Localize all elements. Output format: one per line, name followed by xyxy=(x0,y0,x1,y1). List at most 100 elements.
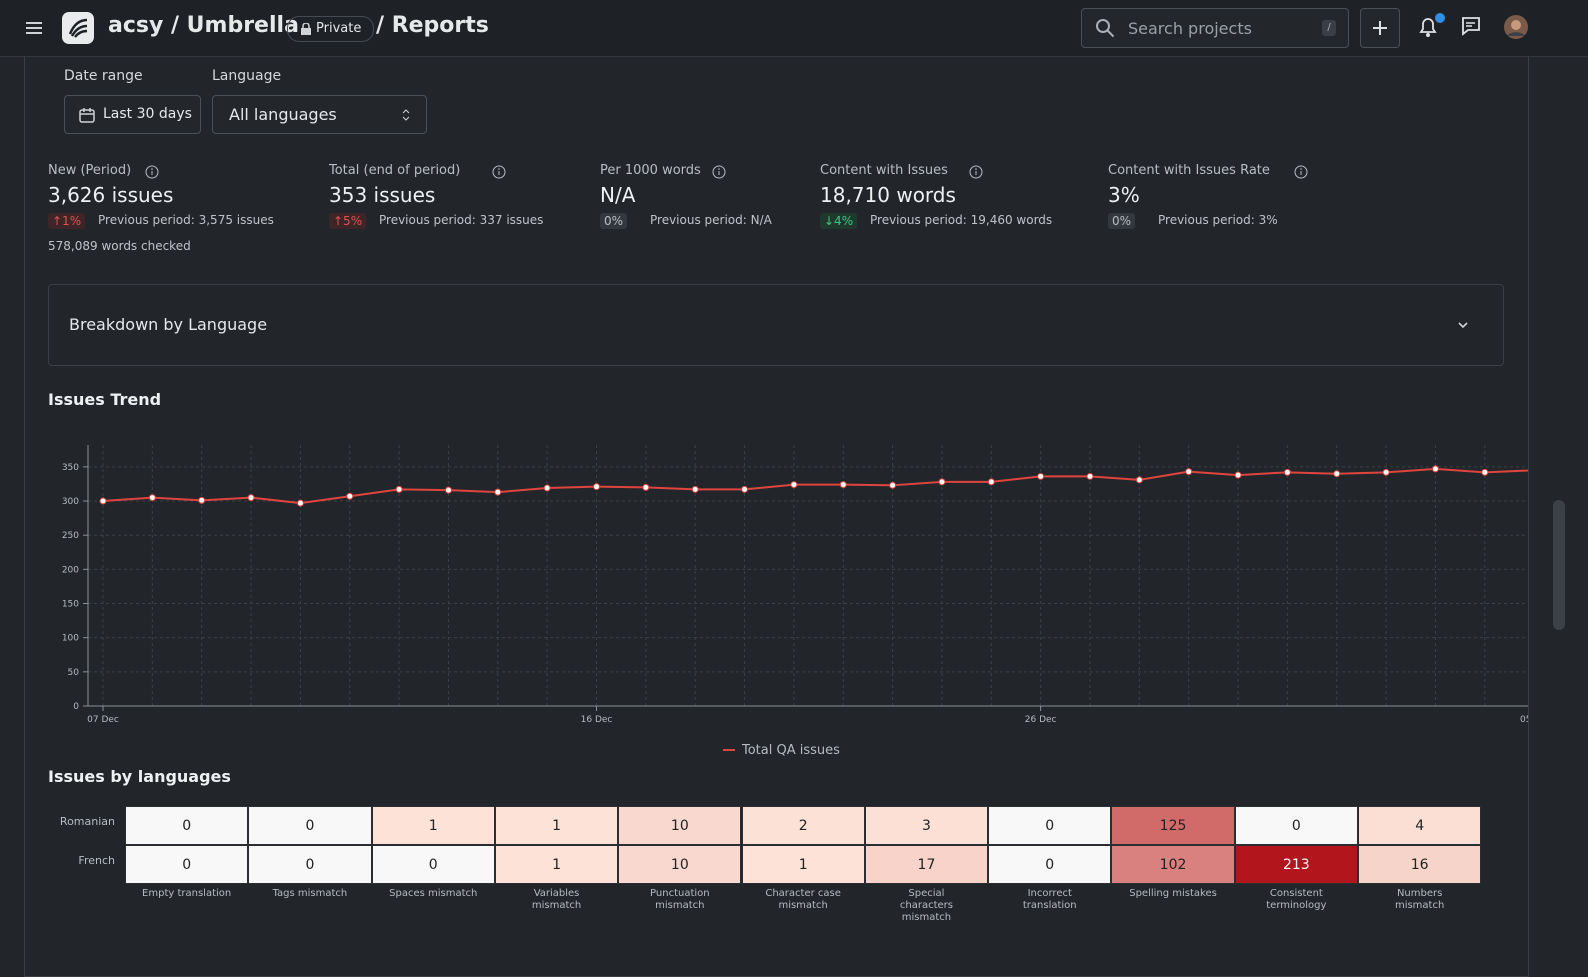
page-title: / Reports xyxy=(376,13,489,38)
search-shortcut: / xyxy=(1322,20,1336,36)
menu-icon[interactable] xyxy=(24,18,44,38)
cell-value: 10 xyxy=(670,856,689,873)
point xyxy=(494,488,502,496)
heatmap-cell: 0 xyxy=(371,845,495,884)
info-icon[interactable] xyxy=(1294,165,1308,179)
breakdown-panel[interactable]: Breakdown by Language xyxy=(48,284,1504,366)
point xyxy=(346,492,354,500)
visibility: Private xyxy=(316,21,362,36)
y-tick-label: 50 xyxy=(68,668,80,678)
info-icon[interactable] xyxy=(712,165,726,179)
column-label: Variables mismatch xyxy=(531,888,582,911)
heatmap-cell: 1 xyxy=(494,806,619,845)
project-path[interactable]: acsy / Umbrella xyxy=(108,13,299,38)
metric-label: Content with Issues Rate xyxy=(1108,163,1270,178)
language-value: All languages xyxy=(229,105,337,124)
search-placeholder: Search projects xyxy=(1128,19,1252,38)
add-button[interactable] xyxy=(1360,8,1400,48)
y-tick-label: 0 xyxy=(73,702,79,712)
metric-label: Content with Issues xyxy=(820,163,948,178)
cell-value: 3 xyxy=(921,817,931,834)
point xyxy=(1037,472,1045,480)
metric-change: 0% xyxy=(1108,213,1136,229)
point xyxy=(938,478,946,486)
metric-previous: Previous period: 3,575 issues xyxy=(98,213,274,227)
breakdown-title: Breakdown by Language xyxy=(69,315,268,334)
metric-previous: Previous period: 19,460 words xyxy=(870,213,1053,227)
cell-value: 1 xyxy=(552,817,561,834)
point xyxy=(148,494,156,502)
info-icon[interactable] xyxy=(145,165,159,179)
heatmap-cell: 0 xyxy=(988,845,1112,884)
chevron xyxy=(1458,322,1468,329)
metric-value: 18,710 words xyxy=(820,183,956,207)
cell-value: 0 xyxy=(1045,817,1055,834)
heatmap-cell: 3 xyxy=(864,806,989,845)
x-tick-label: 16 Dec xyxy=(581,715,613,725)
logo[interactable] xyxy=(62,12,94,44)
y-tick-label: 350 xyxy=(62,463,79,473)
point xyxy=(1234,471,1242,479)
cell-value: 0 xyxy=(305,856,315,873)
heatmap-title: Issues by languages xyxy=(48,767,231,786)
cell-value: 0 xyxy=(428,856,438,873)
point xyxy=(1185,468,1193,476)
search-box[interactable]: Search projects / xyxy=(1081,8,1349,48)
cell-value: 102 xyxy=(1159,856,1187,873)
heatmap-cell: 0 xyxy=(1234,806,1358,845)
column-label: Empty translation xyxy=(142,888,232,899)
cell-value: 1 xyxy=(552,856,561,873)
heatmap-cell: 0 xyxy=(125,845,249,884)
point xyxy=(790,481,798,489)
avatar[interactable] xyxy=(1504,15,1528,39)
date-range-select[interactable]: Last 30 days xyxy=(64,95,201,134)
cell-value: 16 xyxy=(1410,856,1429,873)
point xyxy=(1333,470,1341,478)
column-label: Character case mismatch xyxy=(765,888,841,911)
point xyxy=(1135,476,1143,484)
point xyxy=(296,499,304,507)
cell-value: 1 xyxy=(428,817,438,834)
heatmap-cell: 125 xyxy=(1111,806,1235,845)
y-tick-label: 300 xyxy=(62,497,79,507)
x-tick-label: 26 Dec xyxy=(1025,715,1057,725)
point xyxy=(691,485,699,493)
point xyxy=(987,478,995,486)
search-icon xyxy=(1096,19,1115,38)
info-icon[interactable] xyxy=(969,165,983,179)
heatmap-cell: 16 xyxy=(1358,845,1482,884)
scrollbar[interactable] xyxy=(1553,500,1565,630)
info-icon[interactable] xyxy=(492,165,506,179)
calendar-icon xyxy=(79,108,95,123)
trend-title: Issues Trend xyxy=(48,390,162,409)
heatmap-cell: 1 xyxy=(371,806,495,845)
metric-value: 353 issues xyxy=(329,183,436,207)
plus-icon xyxy=(1373,21,1387,35)
notifications[interactable] xyxy=(1414,12,1448,42)
point xyxy=(99,497,107,505)
metric-note: 578,089 words checked xyxy=(48,239,191,253)
metric-change: ↑5% xyxy=(329,213,367,229)
language-select[interactable]: All languages xyxy=(212,95,427,134)
metric-previous: Previous period: 3% xyxy=(1158,213,1278,227)
visibility-badge: Private xyxy=(287,16,375,42)
metric-previous: Previous period: N/A xyxy=(650,213,772,227)
heatmap-cell: 10 xyxy=(618,845,742,884)
heatmap-cell: 0 xyxy=(988,806,1112,845)
row-label: Romanian xyxy=(59,815,115,828)
point xyxy=(198,496,206,504)
point xyxy=(1431,465,1439,473)
point xyxy=(444,486,452,494)
lock-icon xyxy=(301,23,311,35)
metric-change: ↓4% xyxy=(820,213,858,229)
row-label: French xyxy=(78,854,115,867)
x-tick-label: 05 xyxy=(1520,715,1528,725)
point xyxy=(889,481,897,489)
heatmap-cell: 1 xyxy=(741,845,865,884)
column-label: Consistent terminology xyxy=(1266,888,1327,911)
metric-value: 3% xyxy=(1108,183,1140,207)
heatmap-cell: 2 xyxy=(741,806,865,845)
point xyxy=(839,481,847,489)
messages[interactable] xyxy=(1460,15,1482,37)
